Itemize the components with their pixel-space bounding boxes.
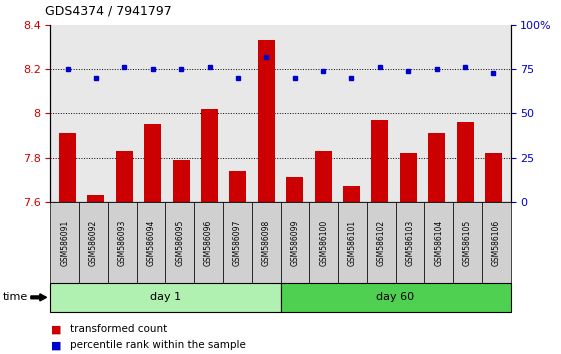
Bar — [343, 186, 360, 202]
Text: GSM586095: GSM586095 — [176, 219, 185, 266]
Text: GSM586101: GSM586101 — [348, 219, 357, 266]
Text: day 60: day 60 — [376, 292, 415, 302]
Text: GSM586091: GSM586091 — [61, 219, 70, 266]
Bar — [286, 177, 303, 202]
Bar — [201, 109, 218, 202]
Text: GSM586100: GSM586100 — [319, 219, 328, 266]
Text: GSM586106: GSM586106 — [491, 219, 500, 266]
Bar — [428, 133, 445, 202]
Bar — [144, 124, 161, 202]
Bar — [258, 40, 275, 202]
Text: ■: ■ — [50, 324, 61, 334]
Text: day 1: day 1 — [150, 292, 181, 302]
Text: GSM586105: GSM586105 — [463, 219, 472, 266]
Bar — [485, 153, 502, 202]
Text: GSM586099: GSM586099 — [291, 219, 300, 266]
Bar — [229, 171, 246, 202]
Text: percentile rank within the sample: percentile rank within the sample — [70, 340, 246, 350]
Text: GSM586096: GSM586096 — [204, 219, 213, 266]
Bar — [400, 153, 417, 202]
Text: GSM586104: GSM586104 — [434, 219, 443, 266]
Text: GSM586092: GSM586092 — [89, 219, 98, 266]
Bar — [88, 195, 104, 202]
Text: time: time — [3, 292, 28, 302]
Text: GSM586094: GSM586094 — [146, 219, 155, 266]
Bar — [315, 151, 332, 202]
Bar — [173, 160, 190, 202]
Text: GSM586093: GSM586093 — [118, 219, 127, 266]
Text: GSM586102: GSM586102 — [376, 219, 385, 266]
Text: GDS4374 / 7941797: GDS4374 / 7941797 — [45, 5, 172, 18]
Bar — [59, 133, 76, 202]
Text: GSM586098: GSM586098 — [261, 219, 270, 266]
Bar — [116, 151, 133, 202]
Text: ■: ■ — [50, 340, 61, 350]
Bar — [457, 122, 473, 202]
Text: GSM586097: GSM586097 — [233, 219, 242, 266]
Bar — [371, 120, 388, 202]
Text: GSM586103: GSM586103 — [406, 219, 415, 266]
Text: transformed count: transformed count — [70, 324, 167, 334]
